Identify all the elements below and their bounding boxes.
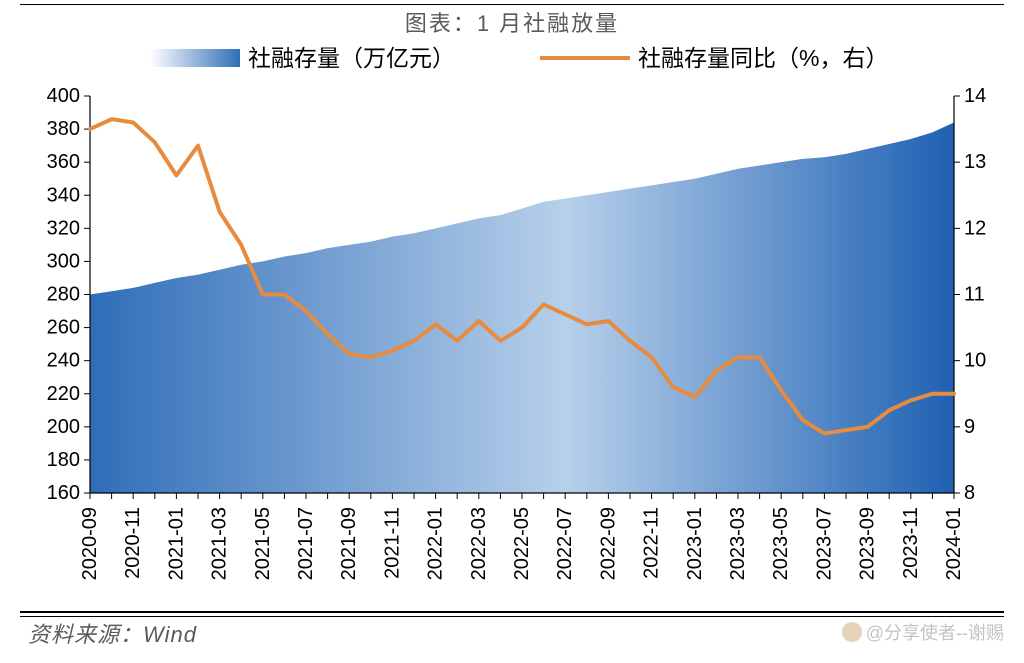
x-tick-label: 2022-03 (468, 507, 490, 580)
x-tick-label: 2022-07 (554, 507, 576, 580)
watermark: @分享使者--谢赐 (842, 619, 1004, 645)
rule-bottom-thick (20, 611, 1004, 613)
x-tick-label: 2022-11 (641, 507, 663, 579)
legend-line-label: 社融存量同比（%，右） (638, 45, 888, 71)
chart-title: 图表：1 月社融放量 (0, 6, 1024, 38)
legend-area-label: 社融存量（万亿元） (248, 45, 455, 71)
x-tick-label: 2021-07 (295, 507, 317, 580)
x-tick-label: 2022-09 (597, 507, 619, 580)
x-tick-label: 2021-01 (165, 507, 187, 580)
left-tick-label: 360 (47, 151, 80, 173)
right-tick-label: 13 (964, 151, 986, 173)
x-tick-label: 2023-03 (727, 507, 749, 580)
right-tick-label: 14 (964, 85, 986, 107)
x-tick-label: 2021-09 (338, 507, 360, 580)
left-tick-label: 300 (47, 250, 80, 272)
left-tick-label: 240 (47, 350, 80, 372)
x-tick-label: 2022-05 (511, 507, 533, 580)
x-tick-label: 2024-01 (943, 507, 965, 580)
x-tick-label: 2023-05 (770, 507, 792, 580)
left-tick-label: 200 (47, 416, 80, 438)
right-tick-label: 11 (964, 284, 985, 306)
x-tick-label: 2021-11 (381, 507, 403, 579)
x-tick-label: 2023-01 (684, 507, 706, 580)
left-tick-label: 280 (47, 284, 80, 306)
chart: 社融存量（万亿元） 社融存量同比（%，右） 160 180 200 220 240 260 28… (20, 36, 1004, 603)
right-tick-label: 8 (964, 482, 975, 504)
right-tick-label: 12 (964, 217, 986, 239)
source-text: 资料来源：Wind (28, 617, 197, 649)
right-tick-label: 9 (964, 416, 975, 438)
left-tick-label: 380 (47, 118, 80, 140)
left-tick-label: 340 (47, 184, 80, 206)
x-tick-label: 2021-05 (252, 507, 274, 580)
right-tick-label: 10 (964, 350, 986, 372)
chart-svg: 社融存量（万亿元） 社融存量同比（%，右） 160 180 200 220 240 260 28… (20, 36, 1004, 603)
x-tick-label: 2023-09 (857, 507, 879, 580)
x-tick-label: 2020-09 (79, 507, 101, 580)
weibo-icon (842, 622, 862, 642)
left-tick-label: 160 (47, 482, 80, 504)
rule-top (20, 4, 1004, 5)
x-tick-label: 2022-01 (425, 507, 447, 580)
left-tick-label: 320 (47, 217, 80, 239)
x-tick-label: 2023-11 (900, 507, 922, 579)
legend-area-swatch (150, 49, 240, 67)
left-tick-label: 400 (47, 85, 80, 107)
left-tick-label: 220 (47, 383, 80, 405)
x-tick-label: 2020-11 (122, 507, 144, 579)
watermark-text: @分享使者--谢赐 (866, 619, 1004, 645)
x-tick-label: 2023-07 (813, 507, 835, 580)
x-tick-label: 2021-03 (209, 507, 231, 580)
area-series (90, 122, 954, 493)
left-tick-label: 260 (47, 317, 80, 339)
left-tick-label: 180 (47, 449, 80, 471)
